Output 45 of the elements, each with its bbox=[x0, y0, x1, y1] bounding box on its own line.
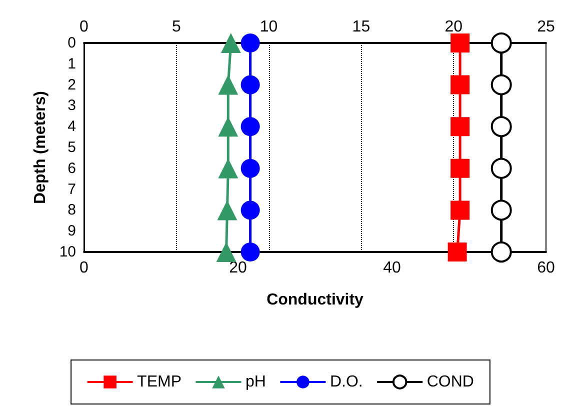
y-tick-label: 6 bbox=[68, 160, 76, 177]
x2-tick-label: 20 bbox=[444, 18, 463, 36]
point bbox=[450, 75, 470, 94]
x-tick-label: 60 bbox=[537, 260, 555, 276]
legend-label: TEMP bbox=[137, 374, 182, 390]
point bbox=[448, 242, 467, 262]
point bbox=[240, 117, 260, 136]
x2-tick-label: 0 bbox=[80, 18, 89, 36]
x2-tick-label: 5 bbox=[172, 18, 181, 36]
y-tick-label: 10 bbox=[59, 244, 76, 260]
y-tick-label: 4 bbox=[68, 118, 76, 136]
y-tick-label: 0 bbox=[68, 34, 76, 52]
x2-tick-label: 15 bbox=[352, 18, 370, 36]
point bbox=[218, 116, 238, 137]
legend-label: D.O. bbox=[330, 374, 363, 390]
x-axis-title: Conductivity bbox=[266, 292, 364, 308]
y-tick-label: 7 bbox=[68, 180, 76, 198]
legend-label: COND bbox=[426, 374, 474, 390]
point bbox=[217, 200, 238, 220]
point bbox=[450, 200, 470, 220]
point bbox=[240, 75, 260, 94]
y-axis-title: Depth (meters) bbox=[32, 91, 49, 204]
point bbox=[216, 242, 236, 262]
point bbox=[240, 200, 260, 220]
y-tick-label: 1 bbox=[68, 55, 76, 72]
point bbox=[450, 158, 470, 178]
point bbox=[450, 117, 470, 136]
point bbox=[218, 158, 238, 178]
x-tick-label: 0 bbox=[80, 260, 89, 276]
x2-tick-label: 25 bbox=[537, 18, 555, 36]
point bbox=[240, 242, 260, 262]
legend-label: pH bbox=[245, 374, 266, 390]
y-tick-label: 2 bbox=[68, 76, 76, 94]
point bbox=[450, 34, 470, 52]
point bbox=[218, 74, 238, 95]
point bbox=[240, 158, 260, 178]
x2-tick-label: 10 bbox=[260, 18, 278, 36]
x-tick-label: 40 bbox=[383, 260, 401, 276]
y-tick-label: 3 bbox=[68, 97, 76, 114]
point bbox=[240, 34, 260, 52]
y-tick-label: 9 bbox=[68, 222, 76, 240]
x-tick-label: 20 bbox=[229, 260, 247, 276]
y-tick-label: 8 bbox=[68, 202, 76, 219]
y-tick-label: 5 bbox=[68, 139, 76, 156]
point bbox=[220, 33, 241, 53]
